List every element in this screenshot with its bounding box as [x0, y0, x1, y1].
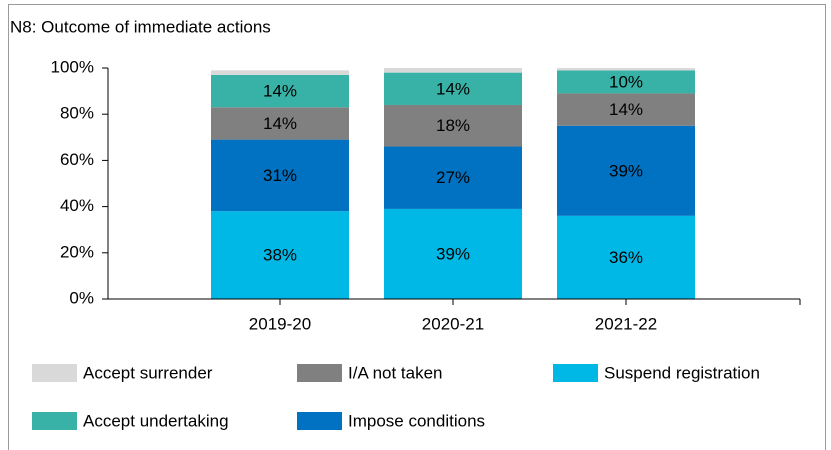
y-tick-label: 100% [51, 57, 94, 76]
data-label: 39% [436, 244, 470, 263]
bar-segment [557, 125, 695, 216]
x-tick-label: 2021-22 [595, 314, 657, 333]
bar-segment [384, 104, 522, 147]
x-tick-label: 2020-21 [422, 314, 484, 333]
legend-swatch [553, 364, 598, 382]
x-tick-label: 2019-20 [249, 314, 311, 333]
legend-label: I/A not taken [348, 363, 443, 382]
bar-segment [384, 68, 522, 73]
bar-segment [211, 139, 349, 212]
legend-label: Accept surrender [83, 363, 213, 382]
data-label: 14% [436, 79, 470, 98]
y-tick-label: 0% [69, 288, 94, 307]
data-label: 38% [263, 246, 297, 265]
legend-label: Impose conditions [348, 411, 485, 430]
bar-segment [557, 215, 695, 299]
bar-segment [211, 107, 349, 140]
data-label: 10% [609, 72, 643, 91]
y-tick-label: 20% [60, 242, 94, 261]
bar-segment [211, 74, 349, 108]
legend-label: Accept undertaking [83, 411, 229, 430]
data-label: 18% [436, 116, 470, 135]
legend-swatch [32, 412, 77, 430]
frame [8, 4, 826, 450]
legend-swatch [297, 412, 342, 430]
chart-title: N8: Outcome of immediate actions [10, 17, 271, 36]
bar-segment [557, 68, 695, 71]
data-label: 14% [263, 82, 297, 101]
y-tick-label: 60% [60, 150, 94, 169]
data-label: 27% [436, 168, 470, 187]
legend-label: Suspend registration [604, 363, 760, 382]
data-label: 31% [263, 166, 297, 185]
bar-segment [211, 211, 349, 299]
data-label: 39% [609, 161, 643, 180]
bar-segment [384, 72, 522, 105]
bar-segment [384, 146, 522, 209]
y-tick-label: 80% [60, 104, 94, 123]
legend-swatch [297, 364, 342, 382]
bar-segment [557, 70, 695, 94]
bar-segment [557, 93, 695, 126]
legend-swatch [32, 364, 77, 382]
bar-segment [211, 70, 349, 75]
data-label: 14% [263, 114, 297, 133]
y-tick-label: 40% [60, 196, 94, 215]
bar-segment [384, 208, 522, 299]
data-label: 14% [609, 100, 643, 119]
data-label: 36% [609, 248, 643, 267]
